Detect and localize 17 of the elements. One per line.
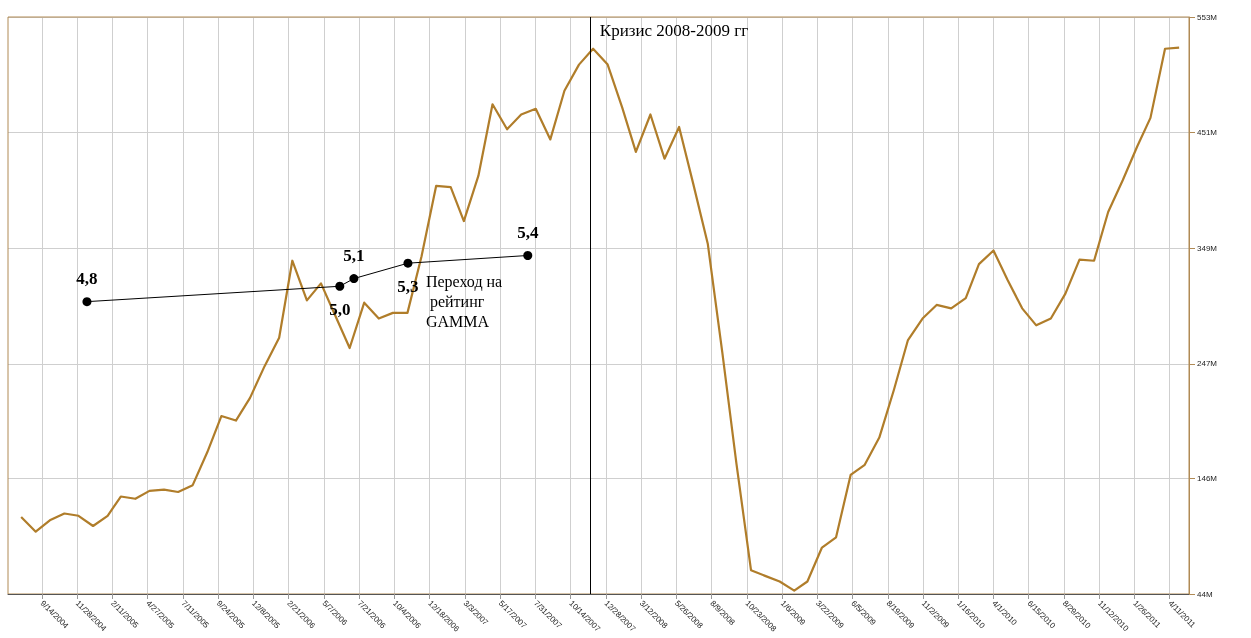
- y-tick-label: 451M: [1197, 128, 1218, 138]
- point: [349, 274, 359, 284]
- y-tick-label: 349M: [1197, 243, 1218, 253]
- data-label: 4,8: [76, 269, 98, 289]
- data-label: 5,4: [517, 222, 539, 242]
- point: [523, 251, 533, 260]
- annotation: Переход на рейтинг GAMMA: [425, 272, 503, 330]
- y-tick-label: 44M: [1197, 589, 1213, 599]
- ref-line-label: Кризис 2008-2009 гг: [599, 20, 749, 40]
- point: [82, 297, 92, 307]
- data-label: 5,1: [343, 246, 365, 266]
- line-series: [20, 46, 1181, 592]
- y-tick-label: 146M: [1197, 473, 1218, 483]
- point: [335, 281, 345, 291]
- point: [403, 258, 413, 268]
- y-tick-label: 247M: [1197, 359, 1218, 369]
- y-tick-label: 553M: [1197, 12, 1218, 22]
